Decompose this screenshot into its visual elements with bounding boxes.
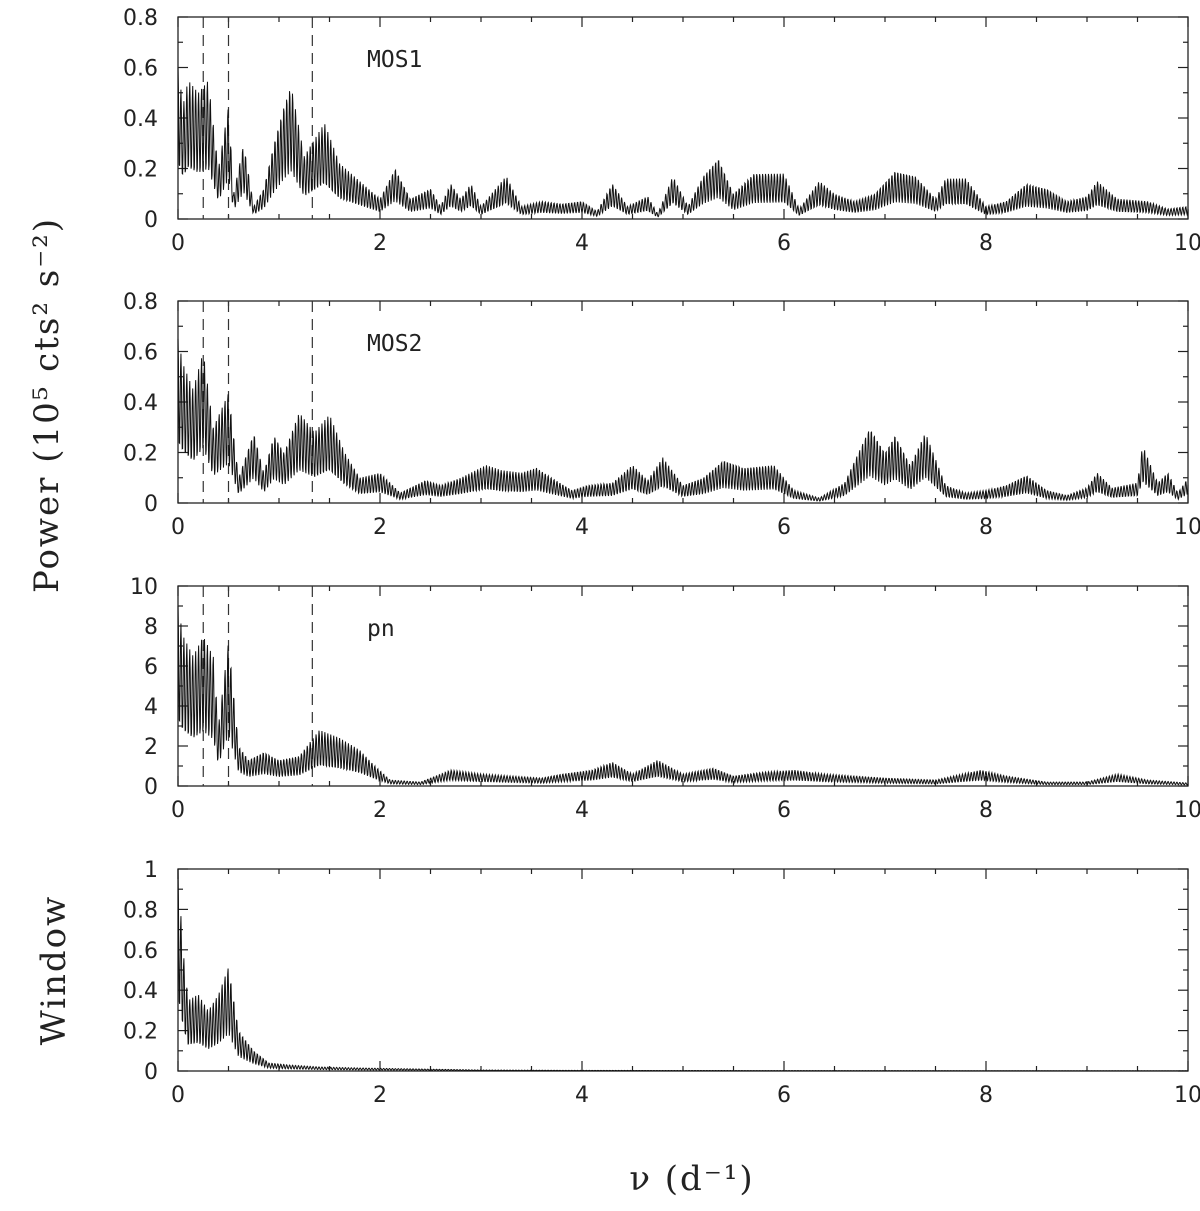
y-tick-label: 0.8 xyxy=(123,290,158,315)
x-tick-label: 6 xyxy=(777,798,791,823)
y-tick-label: 8 xyxy=(144,615,158,640)
panel-mos1: 0 2 4 6 8 10 0 0.2 0.4 0.6 0.8 MOS1 xyxy=(123,6,1200,256)
panel-pn: 0 2 4 6 8 10 0 2 4 6 8 10 pn xyxy=(130,575,1200,823)
y-tick-label: 2 xyxy=(144,735,158,760)
plot-frame xyxy=(177,868,1189,1072)
panel-mos2: 0 2 4 6 8 10 0 0.2 0.4 0.6 0.8 MOS2 xyxy=(123,290,1200,540)
x-axis-title: ν (d⁻¹) xyxy=(629,1159,754,1199)
y-tick-label: 10 xyxy=(130,575,158,600)
y-tick-label: 0.4 xyxy=(123,107,158,132)
power-axis-title: Power (10⁵ cts² s⁻²) xyxy=(27,217,67,593)
x-tick-label: 6 xyxy=(777,231,791,256)
x-tick-label: 2 xyxy=(373,798,387,823)
x-tick-label: 8 xyxy=(979,231,993,256)
x-tick-label: 8 xyxy=(979,798,993,823)
periodogram-trace xyxy=(177,338,1189,502)
y-tick-label: 0.2 xyxy=(123,442,158,467)
x-tick-label: 0 xyxy=(171,231,185,256)
x-tick-label: 10 xyxy=(1174,1083,1200,1108)
x-tick-label: 6 xyxy=(777,515,791,540)
x-tick-label: 10 xyxy=(1174,798,1200,823)
plot-frame xyxy=(177,300,1189,504)
y-tick-label: 0 xyxy=(144,1060,158,1085)
y-tick-label: 0 xyxy=(144,775,158,800)
x-tick-label: 0 xyxy=(171,515,185,540)
y-tick-label: 0.6 xyxy=(123,939,158,964)
x-tick-label: 2 xyxy=(373,1083,387,1108)
panel-label: MOS1 xyxy=(367,47,422,73)
x-tick-label: 10 xyxy=(1174,515,1200,540)
x-tick-label: 4 xyxy=(575,515,589,540)
panel-window: 0 2 4 6 8 10 0 0.2 0.4 0.6 0.8 1 xyxy=(123,858,1200,1108)
x-tick-label: 4 xyxy=(575,798,589,823)
x-tick-label: 2 xyxy=(373,231,387,256)
y-tick-label: 0 xyxy=(144,492,158,517)
x-tick-label: 0 xyxy=(171,798,185,823)
y-tick-label: 0.8 xyxy=(123,898,158,923)
periodogram-trace xyxy=(177,868,1189,1072)
periodogram-trace xyxy=(177,67,1189,218)
panel-label: MOS2 xyxy=(367,331,422,357)
y-tick-label: 0.8 xyxy=(123,6,158,31)
window-axis-title: Window xyxy=(34,895,74,1045)
x-tick-label: 4 xyxy=(575,231,589,256)
panel-label: pn xyxy=(367,616,395,642)
y-tick-label: 4 xyxy=(144,695,158,720)
x-tick-label: 4 xyxy=(575,1083,589,1108)
y-tick-label: 0.2 xyxy=(123,1020,158,1045)
y-tick-label: 0.6 xyxy=(123,341,158,366)
x-tick-label: 0 xyxy=(171,1083,185,1108)
x-tick-label: 2 xyxy=(373,515,387,540)
x-tick-label: 10 xyxy=(1174,231,1200,256)
x-tick-label: 6 xyxy=(777,1083,791,1108)
y-tick-label: 1 xyxy=(144,858,158,883)
y-tick-label: 0.4 xyxy=(123,979,158,1004)
periodogram-trace xyxy=(177,605,1189,786)
y-tick-label: 0.6 xyxy=(123,57,158,82)
y-tick-label: 6 xyxy=(144,655,158,680)
y-tick-label: 0.4 xyxy=(123,391,158,416)
x-tick-label: 8 xyxy=(979,1083,993,1108)
y-tick-label: 0 xyxy=(144,208,158,233)
y-tick-label: 0.2 xyxy=(123,158,158,183)
x-tick-label: 8 xyxy=(979,515,993,540)
